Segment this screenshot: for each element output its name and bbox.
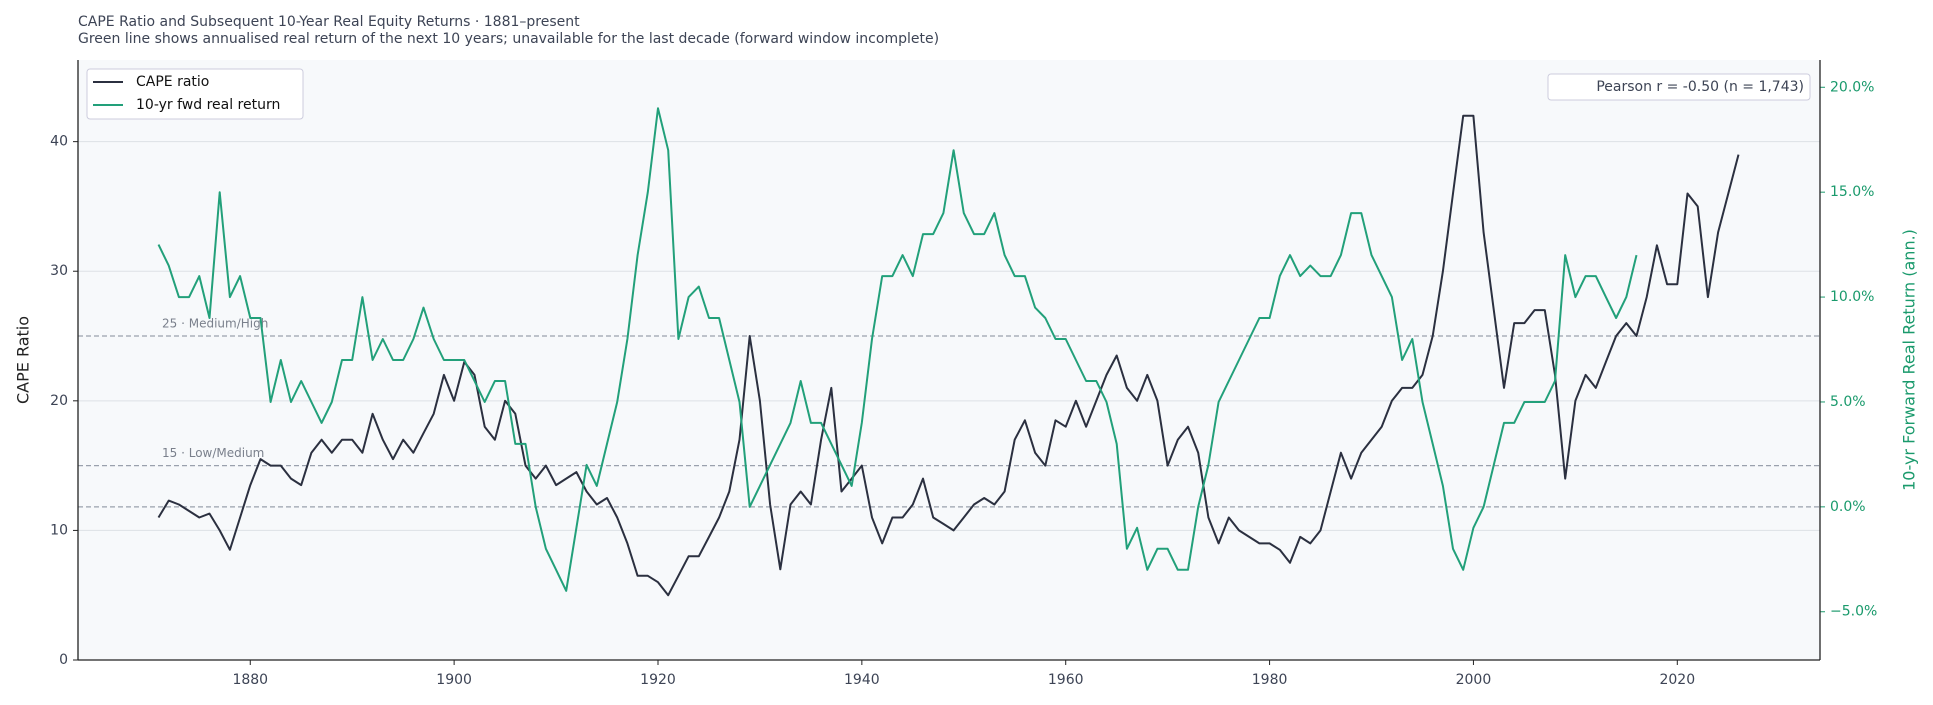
y2-tick-label: 15.0%: [1830, 184, 1874, 200]
legend-box: [86, 68, 304, 120]
x-tick-label: 1940: [844, 672, 880, 688]
x-tick-label: 1880: [232, 672, 268, 688]
threshold-label: 15 · Low/Medium: [162, 446, 264, 460]
y2-tick-label: 5.0%: [1830, 394, 1866, 410]
y-tick-label: 0: [59, 652, 68, 668]
series-line: [157, 107, 1638, 592]
legend: CAPE ratio 10-yr fwd real return: [86, 68, 304, 120]
y-tick-label: 20: [50, 393, 68, 409]
y2-tick-label: 20.0%: [1830, 79, 1874, 95]
x-tick-label: 1920: [640, 672, 676, 688]
x-tick-label: 2020: [1659, 672, 1695, 688]
legend-label: CAPE ratio: [136, 74, 209, 90]
y2-tick-label: 10.0%: [1830, 289, 1874, 305]
annotation-text: Pearson r = -0.50 (n = 1,743): [1596, 79, 1804, 95]
x-tick-label: 1980: [1252, 672, 1288, 688]
x-tick-label: 2000: [1456, 672, 1492, 688]
y2-tick-label: 0.0%: [1830, 499, 1866, 515]
y-tick-label: 30: [50, 263, 68, 279]
y2-tick-label: −5.0%: [1830, 604, 1877, 620]
legend-label: 10-yr fwd real return: [136, 97, 280, 113]
y-axis-label: CAPE Ratio: [14, 316, 33, 404]
y-tick-label: 10: [50, 522, 68, 538]
chart-subtitle: Green line shows annualised real return …: [78, 31, 939, 47]
x-tick-label: 1900: [436, 672, 472, 688]
chart-title: CAPE Ratio and Subsequent 10-Year Real E…: [78, 14, 580, 30]
annotation: Pearson r = -0.50 (n = 1,743): [1547, 73, 1811, 101]
y-tick-label: 40: [50, 134, 68, 150]
threshold-label: 25 · Medium/High: [162, 317, 268, 331]
plot-area: [78, 60, 1820, 660]
series-line: [157, 114, 1740, 597]
x-tick-label: 1960: [1048, 672, 1084, 688]
annotation-box: [1547, 73, 1811, 101]
y2-axis-label: 10-yr Forward Real Return (ann.): [1900, 229, 1919, 491]
